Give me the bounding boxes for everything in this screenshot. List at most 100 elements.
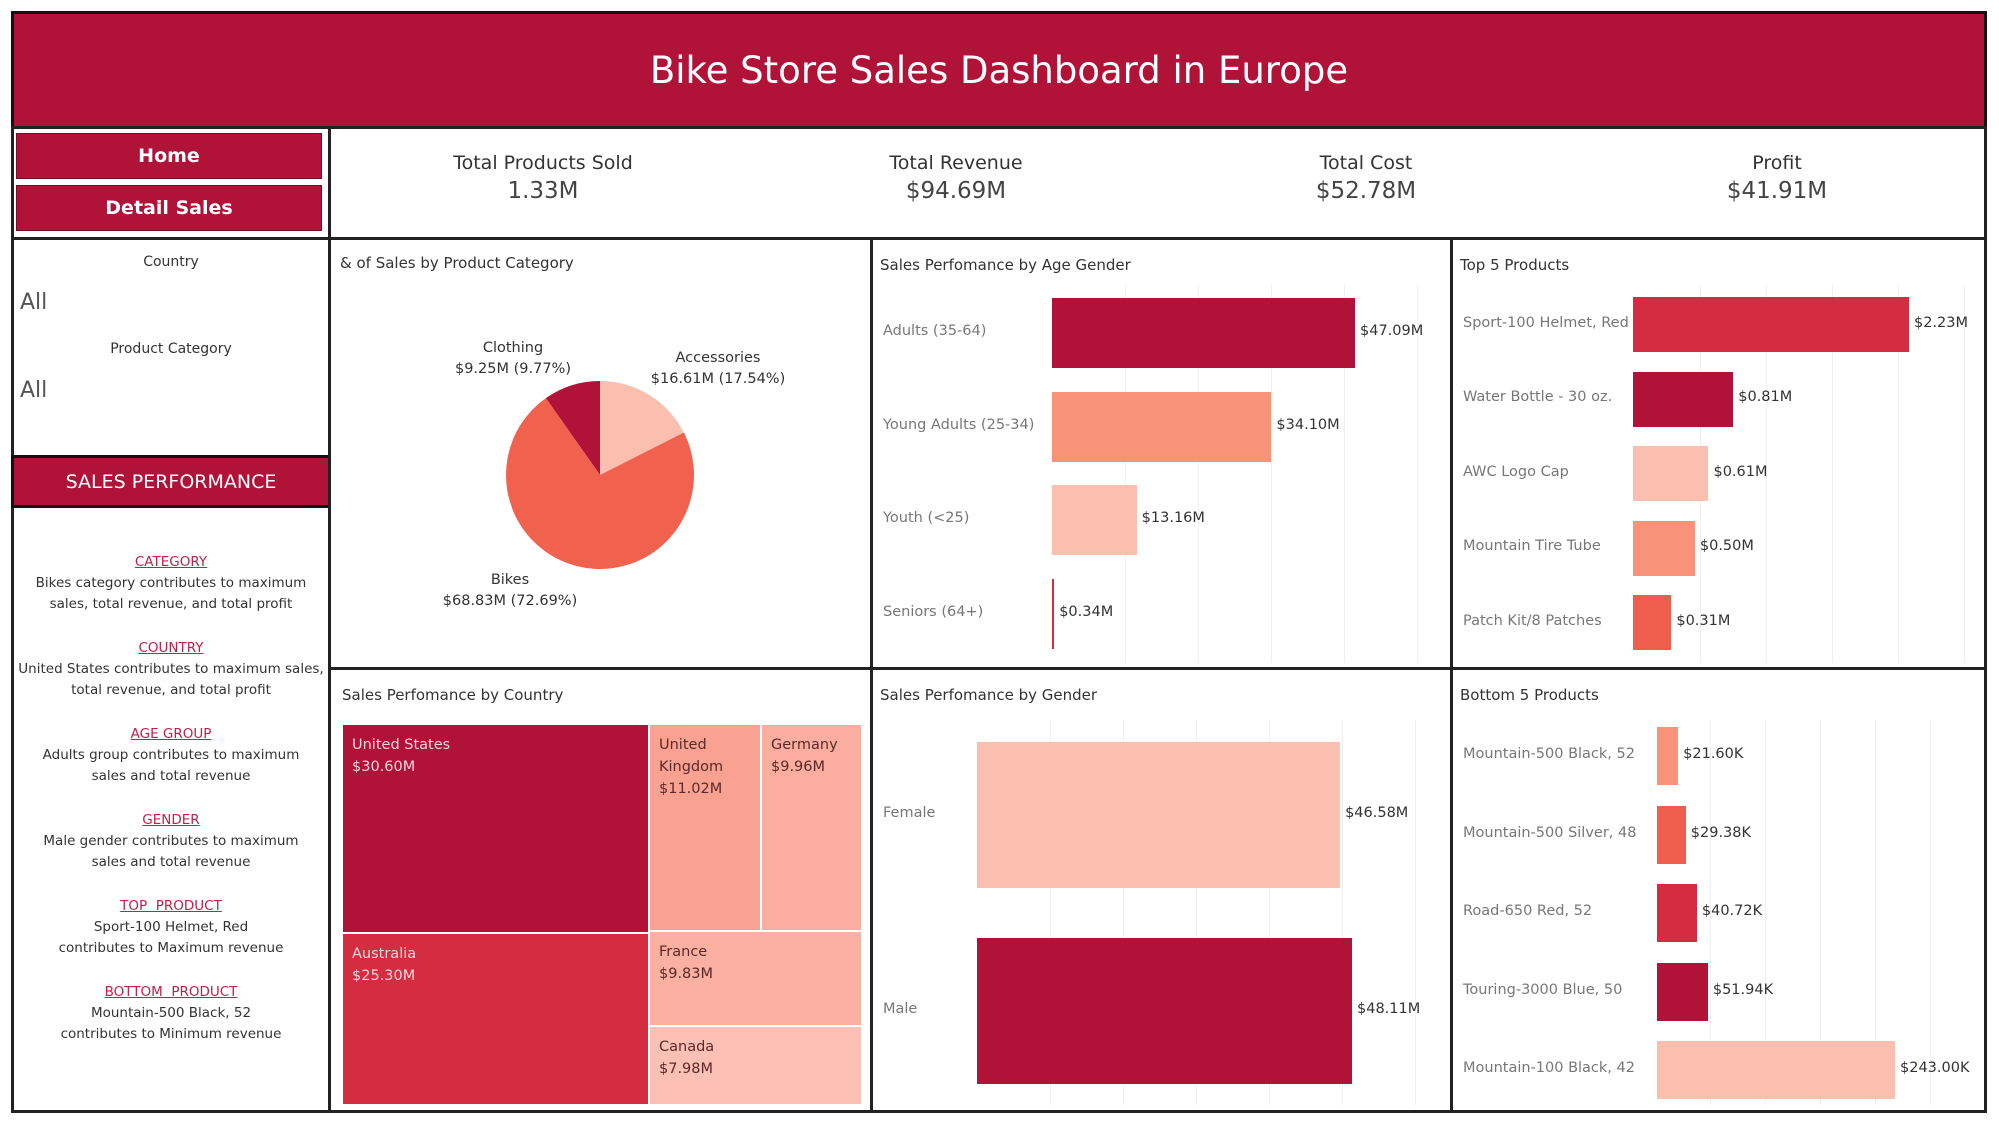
gender-category-label: Female [883, 805, 936, 821]
bottom5-value-label: $243.00K [1900, 1060, 1970, 1076]
insight-bottom-product: BOTTOM PRODUCT Mountain-500 Black, 52 co… [14, 982, 328, 1045]
bottom5-value-label: $40.72K [1701, 903, 1763, 919]
gridline [1417, 285, 1418, 663]
bottom5-panel [1450, 667, 1987, 1113]
gridline [1765, 720, 1766, 1105]
top5-bar[interactable] [1633, 446, 1709, 501]
insight-text: Mountain-500 Black, 52 contributes to Mi… [60, 1005, 282, 1042]
pie-label-value: $68.83M (72.69%) [442, 593, 578, 609]
insight-heading[interactable]: BOTTOM PRODUCT [104, 984, 238, 1000]
top5-value-label: $2.23M [1914, 314, 1969, 331]
country-filter-label: Country [143, 254, 199, 270]
insight-heading[interactable]: AGE GROUP [130, 726, 212, 742]
pie-label-name: Accessories [675, 350, 761, 366]
gender-bar[interactable] [977, 938, 1352, 1084]
treemap-cell-united-states[interactable]: United States $30.60M [342, 724, 649, 933]
gridline [1123, 720, 1124, 1105]
top5-category-label: Mountain Tire Tube [1463, 538, 1601, 554]
insight-gender: GENDER Male gender contributes to maximu… [14, 810, 328, 873]
age-value-label: $0.34M [1059, 603, 1114, 620]
kpi-products-sold: Total Products Sold 1.33M [393, 152, 693, 204]
treemap-name: Australia [352, 946, 417, 962]
bottom5-bar[interactable] [1657, 1041, 1895, 1099]
pie-label-name: Bikes [490, 572, 530, 588]
treemap-cell-canada[interactable]: Canada $7.98M [649, 1026, 862, 1105]
sales-performance-title: SALES PERFORMANCE [11, 455, 331, 508]
insight-heading[interactable]: TOP PRODUCT [120, 898, 222, 914]
insight-heading[interactable]: GENDER [142, 812, 200, 828]
bottom5-bar[interactable] [1657, 884, 1697, 942]
pie-label-value: $16.61M (17.54%) [650, 371, 786, 387]
gridline [1964, 285, 1965, 663]
insight-text: Sport-100 Helmet, Red contributes to Max… [58, 919, 284, 956]
pie-label-name: Clothing [482, 340, 544, 356]
gender-value-label: $48.11M [1357, 1001, 1421, 1017]
treemap-cell-germany[interactable]: Germany $9.96M [761, 724, 862, 931]
insight-top-product: TOP PRODUCT Sport-100 Helmet, Red contri… [14, 896, 328, 959]
age-category-label: Youth (<25) [883, 510, 970, 526]
treemap-cell-australia[interactable]: Australia $25.30M [342, 933, 649, 1105]
top5-category-label: AWC Logo Cap [1463, 463, 1569, 480]
kpi-profit: Profit $41.91M [1627, 152, 1927, 204]
bottom5-value-label: $21.60K [1683, 746, 1744, 762]
gridline [1125, 285, 1126, 663]
treemap-name: United Kingdom [659, 737, 724, 775]
kpi-label: Total Cost [1319, 152, 1413, 174]
gridline [1196, 720, 1197, 1105]
pie-label-value: $9.25M (9.77%) [454, 361, 571, 377]
gender-category-label: Male [883, 1001, 918, 1017]
treemap-cell-united-kingdom[interactable]: United Kingdom $11.02M [649, 724, 761, 931]
country-filter-dropdown[interactable]: All [20, 290, 48, 315]
top5-bar[interactable] [1633, 297, 1909, 352]
top5-bar[interactable] [1633, 371, 1734, 427]
bottom5-value-label: $29.38K [1690, 824, 1752, 841]
insight-category: CATEGORY Bikes category contributes to m… [14, 552, 328, 615]
gridline [1198, 285, 1199, 663]
age-bar[interactable] [1052, 485, 1137, 555]
bottom5-bar[interactable] [1657, 805, 1686, 864]
kpi-total-cost: Total Cost $52.78M [1216, 152, 1516, 204]
kpi-value: $41.91M [1726, 178, 1828, 204]
treemap-value: $9.83M [659, 966, 714, 982]
bottom5-bar[interactable] [1657, 727, 1679, 785]
bottom5-chart-title: Bottom 5 Products [1460, 686, 1599, 704]
dashboard-header: Bike Store Sales Dashboard in Europe [11, 11, 1987, 129]
top5-value-label: $0.31M [1676, 612, 1731, 629]
age-bar[interactable] [1052, 578, 1055, 649]
gridline [1832, 285, 1833, 663]
gridline [1344, 285, 1345, 663]
country-chart-title: Sales Perfomance by Country [342, 686, 564, 704]
gender-bar[interactable] [977, 742, 1341, 888]
kpi-panel [328, 126, 1987, 240]
top5-bar[interactable] [1633, 520, 1695, 576]
treemap-value: $11.02M [659, 781, 723, 797]
treemap-name: France [659, 944, 708, 960]
gridline [1875, 720, 1876, 1105]
pie-slice-clothing[interactable] [545, 381, 600, 475]
insight-text: Adults group contributes to maximum sale… [42, 747, 300, 784]
insight-heading[interactable]: COUNTRY [138, 640, 204, 656]
treemap-name: United States [352, 737, 451, 753]
detail-sales-button[interactable]: Detail Sales [16, 185, 322, 231]
category-filter-label: Product Category [110, 341, 232, 357]
kpi-label: Total Products Sold [453, 152, 633, 174]
home-button[interactable]: Home [16, 133, 322, 179]
gridline [1271, 285, 1272, 663]
age-bar[interactable] [1052, 391, 1272, 462]
age-bar[interactable] [1052, 298, 1355, 368]
bottom5-bar[interactable] [1657, 962, 1708, 1021]
gridline [1820, 720, 1821, 1105]
category-filter-dropdown[interactable]: All [20, 378, 48, 403]
pie-slice-accessories[interactable] [600, 381, 684, 475]
age-value-label: $34.10M [1276, 416, 1340, 433]
treemap-cell-france[interactable]: France $9.83M [649, 931, 862, 1026]
age-value-label: $47.09M [1360, 323, 1424, 339]
bottom5-value-label: $51.94K [1712, 981, 1774, 998]
gender-value-label: $46.58M [1345, 805, 1409, 821]
pie-slice-bikes[interactable] [506, 398, 694, 569]
insight-heading[interactable]: CATEGORY [134, 554, 208, 570]
treemap-name: Germany [771, 737, 838, 753]
kpi-value: $52.78M [1315, 178, 1417, 204]
top5-bar[interactable] [1633, 595, 1672, 650]
age-chart-title: Sales Perfomance by Age Gender [880, 256, 1131, 274]
